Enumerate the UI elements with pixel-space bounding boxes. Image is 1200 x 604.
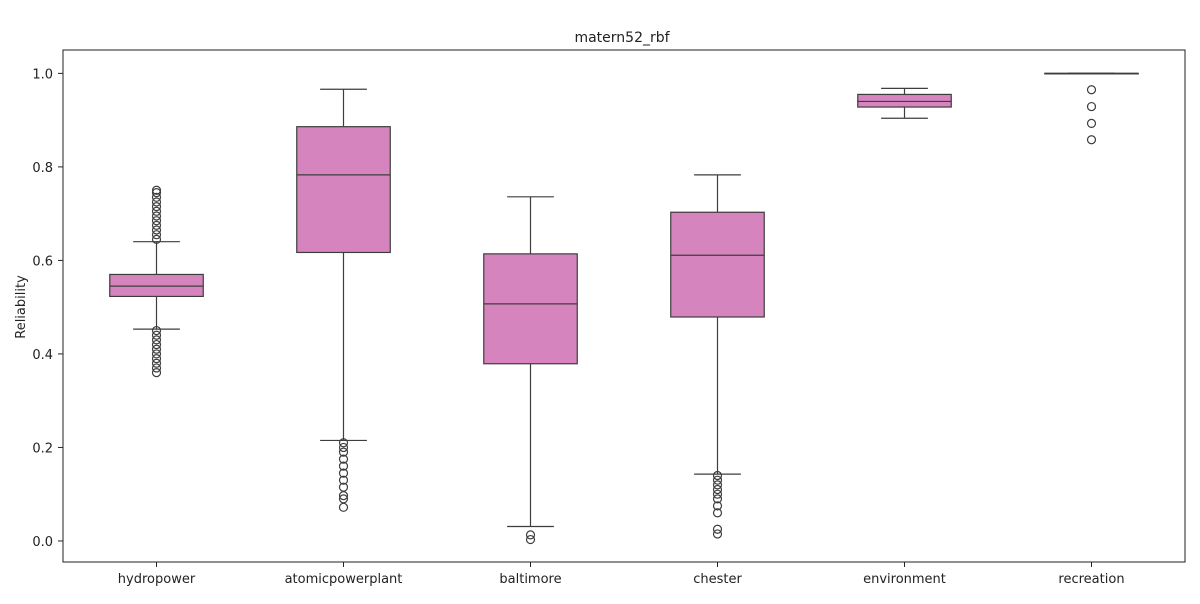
y-tick-label: 0.2: [32, 441, 53, 456]
x-tick-label: baltimore: [499, 572, 561, 587]
outlier-point: [712, 484, 723, 495]
y-axis-label: Reliability: [14, 275, 29, 339]
outlier-point: [1086, 118, 1097, 129]
outlier-point: [338, 475, 349, 485]
x-tick-label: chester: [693, 572, 742, 587]
outlier-point: [712, 470, 723, 481]
y-tick-label: 0.8: [32, 161, 53, 176]
outlier-point: [712, 529, 723, 539]
outlier-point: [712, 480, 723, 490]
outlier-point: [338, 447, 349, 457]
outlier-point: [151, 216, 162, 226]
outlier-point: [338, 494, 349, 504]
y-tick-label: 0.4: [32, 348, 53, 363]
x-tick-label: atomicpowerplant: [285, 572, 403, 587]
outlier-point: [151, 344, 162, 354]
iqr-box: [670, 211, 765, 318]
plot-frame: [62, 49, 1186, 563]
outlier-point: [151, 349, 162, 359]
outlier-point: [712, 524, 723, 534]
outlier-point: [151, 330, 162, 340]
box-chester: [670, 174, 765, 539]
box-baltimore: [483, 196, 578, 545]
outlier-point: [338, 461, 349, 471]
iqr-box: [109, 273, 204, 298]
plot-area: [109, 72, 1139, 545]
x-tick-label: hydropower: [118, 572, 196, 587]
chart-title: matern52_rbf: [574, 30, 670, 46]
y-tick-label: 0.0: [32, 535, 53, 550]
outlier-point: [151, 202, 162, 212]
y-tick-label: 1.0: [32, 67, 53, 82]
outlier-point: [151, 197, 162, 207]
outlier-point: [338, 502, 349, 512]
iqr-box: [296, 126, 391, 254]
outlier-point: [712, 508, 723, 518]
box-atomicpowerplant: [296, 88, 391, 512]
outlier-point: [1086, 101, 1097, 112]
outlier-point: [525, 534, 536, 545]
outlier-point: [525, 530, 536, 540]
outlier-point: [1086, 85, 1097, 95]
outlier-point: [338, 442, 349, 453]
outlier-point: [712, 501, 723, 511]
outlier-point: [151, 335, 162, 345]
iqr-box: [857, 93, 952, 108]
box-recreation: [1044, 72, 1139, 145]
outlier-point: [151, 368, 162, 378]
outlier-point: [338, 468, 349, 478]
outlier-point: [712, 475, 723, 485]
x-tick-label: environment: [863, 572, 946, 587]
outlier-point: [338, 438, 349, 448]
outlier-point: [151, 339, 162, 350]
outlier-point: [151, 185, 162, 195]
outlier-point: [712, 489, 723, 499]
outlier-point: [151, 220, 162, 230]
outlier-point: [151, 234, 162, 244]
outlier-point: [151, 188, 162, 198]
outlier-point: [151, 192, 162, 202]
outlier-point: [151, 211, 162, 221]
outlier-point: [151, 325, 162, 336]
box-hydropower: [109, 185, 204, 378]
outlier-point: [1086, 135, 1097, 145]
outlier-point: [338, 454, 349, 464]
y-tick-label: 0.6: [32, 254, 53, 269]
outlier-point: [338, 482, 349, 492]
outlier-point: [151, 225, 162, 235]
x-tick-label: recreation: [1058, 572, 1124, 587]
outlier-point: [151, 206, 162, 216]
outlier-point: [151, 354, 162, 364]
box-environment: [857, 87, 952, 119]
outlier-point: [151, 230, 162, 240]
outlier-point: [151, 358, 162, 368]
outlier-point: [712, 494, 723, 504]
iqr-box: [483, 253, 578, 365]
outlier-point: [151, 363, 162, 373]
